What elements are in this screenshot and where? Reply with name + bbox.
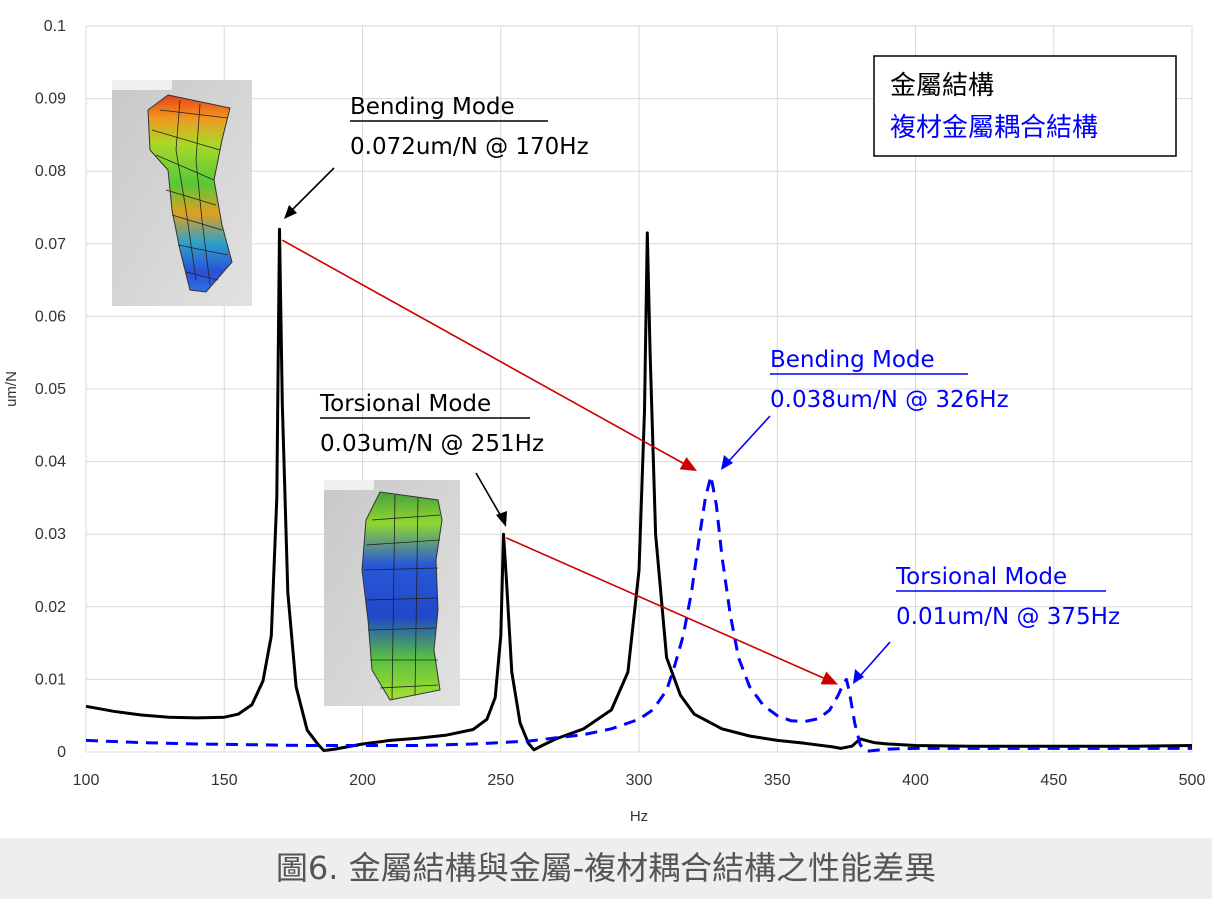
y-tick-label: 0.04 [35, 454, 66, 471]
x-tick-label: 500 [1179, 772, 1206, 789]
annotation-title: Bending Mode [350, 94, 515, 120]
frequency-response-chart: 100 150 200 250 300 350 400 450 500 0 0.01 0.02 0.03… [3, 18, 1206, 825]
comparison-arrow-head [679, 457, 698, 472]
figure-caption: 圖6. 金屬結構與金屬-複材耦合結構之性能差異 [275, 849, 937, 887]
y-axis-title: um/N [3, 371, 20, 407]
legend-entry-metal: 金屬結構 [890, 71, 994, 101]
callout-arrows [284, 167, 891, 684]
annotation-metal-bending: Bending Mode 0.072um/N @ 170Hz [350, 94, 589, 160]
annotation-title: Bending Mode [770, 347, 935, 373]
y-tick-label: 0.1 [44, 18, 66, 35]
y-tick-label: 0.02 [35, 599, 66, 616]
annotation-title: Torsional Mode [895, 564, 1067, 590]
comparison-arrow-line [505, 537, 824, 679]
annotation-composite-torsional: Torsional Mode 0.01um/N @ 375Hz [895, 564, 1120, 630]
legend: 金屬結構 複材金屬耦合結構 [873, 55, 1177, 157]
red-comparison-arrows [281, 239, 839, 685]
legend-entry-composite: 複材金屬耦合結構 [890, 113, 1098, 143]
y-tick-label: 0.05 [35, 381, 66, 398]
y-tick-label: 0.09 [35, 91, 66, 108]
bending-mode-shape-image [112, 80, 252, 306]
comparison-arrow-head [820, 671, 839, 685]
annotation-metal-torsional: Torsional Mode 0.03um/N @ 251Hz [319, 391, 544, 457]
series-line-metal [85, 227, 1193, 752]
figure-caption-bar: 圖6. 金屬結構與金屬-複材耦合結構之性能差異 [0, 838, 1212, 899]
y-tick-label: 0.08 [35, 163, 66, 180]
annotation-composite-bending: Bending Mode 0.038um/N @ 326Hz [770, 347, 1009, 413]
y-tick-label: 0 [57, 744, 66, 761]
comparison-arrow-line [281, 239, 684, 464]
tick-labels: 100 150 200 250 300 350 400 450 500 0 0.01 0.02 0.03… [35, 18, 1206, 789]
series-line-composite [85, 474, 1192, 753]
x-tick-label: 200 [349, 772, 376, 789]
x-tick-label: 150 [211, 772, 238, 789]
annotation-value: 0.072um/N @ 170Hz [350, 134, 589, 160]
series-lines [85, 227, 1193, 753]
x-tick-label: 250 [487, 772, 514, 789]
annotation-title: Torsional Mode [319, 391, 491, 417]
annotation-value: 0.03um/N @ 251Hz [320, 431, 544, 457]
y-tick-label: 0.03 [35, 526, 66, 543]
y-tick-label: 0.06 [35, 308, 66, 325]
x-tick-label: 450 [1040, 772, 1067, 789]
x-tick-label: 300 [626, 772, 653, 789]
x-tick-label: 350 [764, 772, 791, 789]
x-axis-title: Hz [630, 808, 648, 825]
annotation-value: 0.038um/N @ 326Hz [770, 387, 1009, 413]
y-tick-label: 0.07 [35, 236, 66, 253]
torsional-mode-shape-image [324, 480, 460, 706]
y-tick-label: 0.01 [35, 671, 66, 688]
annotation-value: 0.01um/N @ 375Hz [896, 604, 1120, 630]
x-tick-label: 400 [902, 772, 929, 789]
x-tick-label: 100 [73, 772, 100, 789]
